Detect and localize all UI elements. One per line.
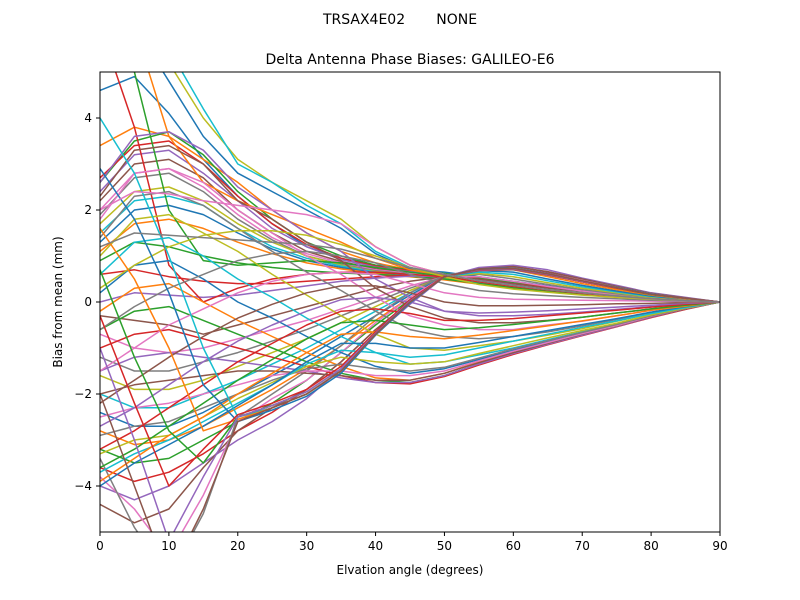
- x-tick-label: 50: [437, 539, 452, 553]
- series-line-19: [100, 272, 720, 391]
- series-line-68: [100, 232, 720, 303]
- series-line-35: [100, 131, 720, 317]
- series-line-50: [100, 301, 720, 473]
- series-line-58: [100, 250, 720, 331]
- x-axis: 0 10 20 30 40 50 60 70 80 90: [96, 532, 728, 553]
- series-line-66: [100, 267, 720, 532]
- series-line-57: [100, 271, 720, 372]
- y-tick-label: −2: [74, 387, 92, 401]
- chart-suptitle: TRSAX4E02 NONE: [322, 12, 477, 28]
- x-tick-label: 70: [575, 539, 590, 553]
- series-line-56: [100, 285, 720, 404]
- y-axis: −4 −2 0 2 4: [74, 111, 100, 493]
- y-tick-label: −4: [74, 479, 92, 493]
- x-tick-label: 90: [712, 539, 727, 553]
- x-tick-label: 20: [230, 539, 245, 553]
- x-tick-label: 0: [96, 539, 104, 553]
- series-line-51: [100, 301, 720, 487]
- x-tick-label: 60: [506, 539, 521, 553]
- y-axis-label: Bias from mean (mm): [51, 236, 65, 367]
- series-line-48: [100, 301, 720, 437]
- series-line-21: [100, 269, 720, 427]
- series-line-47: [100, 301, 720, 418]
- x-axis-label: Elvation angle (degrees): [337, 563, 484, 577]
- series-line-38: [100, 190, 720, 340]
- series-layer: [100, 72, 720, 532]
- x-tick-label: 80: [643, 539, 658, 553]
- series-line-53: [100, 301, 720, 469]
- y-tick-label: 0: [84, 295, 92, 309]
- chart-title: Delta Antenna Phase Biases: GALILEO-E6: [265, 52, 554, 68]
- x-tick-label: 40: [368, 539, 383, 553]
- y-tick-label: 4: [84, 111, 92, 125]
- x-tick-label: 10: [161, 539, 176, 553]
- series-line-52: [100, 301, 720, 483]
- x-tick-label: 30: [299, 539, 314, 553]
- y-tick-label: 2: [84, 203, 92, 217]
